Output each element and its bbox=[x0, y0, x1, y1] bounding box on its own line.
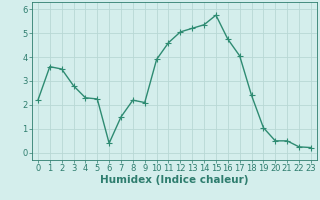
X-axis label: Humidex (Indice chaleur): Humidex (Indice chaleur) bbox=[100, 175, 249, 185]
